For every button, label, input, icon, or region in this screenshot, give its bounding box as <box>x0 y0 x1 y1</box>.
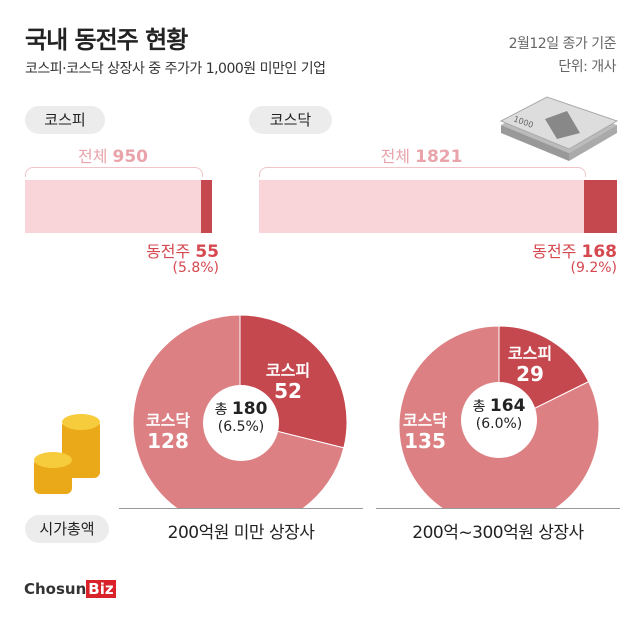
date-note: 2월12일 종가 기준 <box>508 36 617 52</box>
pie2-center: 총 164 (6.0%) <box>461 382 537 458</box>
pie1-baseline <box>119 508 363 509</box>
unit-note: 단위: 개사 <box>558 59 616 75</box>
chosunbiz-logo: Chosun Biz <box>24 580 116 598</box>
kospi-penny-bar <box>201 180 212 233</box>
pie1-kosdaq-label: 코스닥 128 <box>145 411 191 453</box>
pie2-kospi-label: 코스피 29 <box>507 344 553 386</box>
kosdaq-brace <box>259 167 586 177</box>
kospi-penny-pct: (5.8%) <box>172 260 220 276</box>
kosdaq-total: 전체 1821 <box>380 147 463 167</box>
pie1-kospi-label: 코스피 52 <box>265 361 311 403</box>
pie2-kosdaq-label: 코스닥 135 <box>402 411 448 453</box>
kosdaq-penny-bar <box>584 180 617 233</box>
page-title: 국내 동전주 현황 <box>25 26 188 54</box>
kospi-brace <box>25 167 203 177</box>
subtitle: 코스피·코스닥 상장사 중 주가가 1,000원 미만인 기업 <box>25 61 326 77</box>
kosdaq-penny-pct: (9.2%) <box>570 260 618 276</box>
pie2-caption: 200억~300억원 상장사 <box>412 523 584 543</box>
kospi-total: 전체 950 <box>77 147 149 167</box>
kospi-total-bar <box>25 180 212 233</box>
kosdaq-penny-label: 동전주 168 <box>532 242 617 262</box>
kospi-pill: 코스피 <box>25 106 105 134</box>
pie2-baseline <box>376 508 620 509</box>
kosdaq-pill: 코스닥 <box>249 106 332 134</box>
kosdaq-total-bar <box>259 180 617 233</box>
pie1-center: 총 180 (6.5%) <box>203 385 279 461</box>
market-cap-pill: 시가총액 <box>25 515 109 543</box>
coins-icon <box>34 414 100 494</box>
banknote-icon: 1000 <box>499 96 619 161</box>
kospi-penny-label: 동전주 55 <box>146 242 219 262</box>
pie1-caption: 200억원 미만 상장사 <box>167 523 315 543</box>
